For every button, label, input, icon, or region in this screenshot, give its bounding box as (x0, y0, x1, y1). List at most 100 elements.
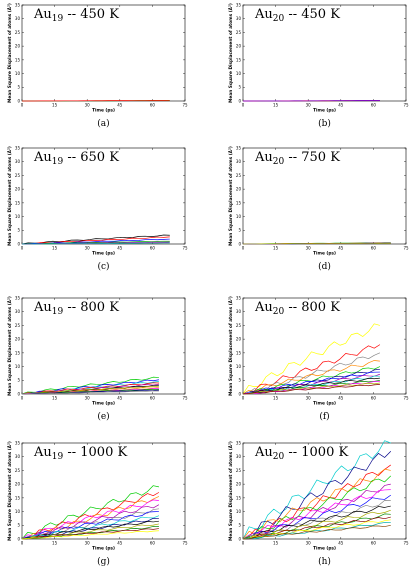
y-tick-label: 15 (15, 200, 21, 205)
x-tick-label: 15 (273, 103, 279, 108)
series-line (242, 384, 380, 395)
x-tick-label: 15 (52, 541, 58, 546)
y-tick-label: 25 (236, 323, 242, 328)
series-line (21, 240, 170, 245)
panel-title-temperature: -- 450 K (63, 7, 119, 22)
chart-panel: 0 5 10 15 20 25 30 35 0 15 30 45 60 75 Time (ps) Mean S… (6, 145, 188, 272)
y-tick-label: 30 (15, 159, 21, 164)
x-tick-label: 30 (85, 246, 91, 251)
panel-title-temperature: -- 800 K (284, 300, 340, 315)
panel-title-element: Au (254, 150, 273, 165)
y-tick-label: 20 (236, 44, 242, 49)
x-tick-label: 75 (403, 246, 409, 251)
panel-title-atoms: 20 (273, 307, 285, 317)
y-tick-label: 10 (236, 509, 242, 514)
series-line (21, 517, 159, 540)
panel-title-temperature: -- 750 K (284, 150, 340, 165)
plot-frame (242, 297, 407, 395)
x-axis-label: Time (ps) (313, 546, 336, 552)
plot-frame (242, 442, 407, 540)
y-tick-label: 30 (236, 454, 242, 459)
x-tick-label: 60 (150, 541, 156, 546)
x-axis-label: Time (ps) (313, 108, 336, 114)
y-tick-label: 0 (238, 241, 241, 246)
series-line (21, 492, 160, 540)
panel-title-temperature: -- 1000 K (284, 445, 348, 460)
y-tick-label: 0 (238, 98, 241, 103)
series-line (242, 468, 391, 540)
x-tick-label: 15 (273, 396, 279, 401)
y-tick-label: 25 (236, 173, 242, 178)
series-line (21, 499, 159, 540)
x-tick-label: 45 (117, 246, 123, 251)
series-line (242, 524, 391, 540)
series-line (21, 523, 159, 540)
y-tick-label: 15 (15, 57, 21, 62)
y-tick-label: 35 (236, 145, 242, 150)
series-line (21, 236, 170, 245)
panel-caption: (b) (318, 118, 331, 129)
series-line (21, 385, 159, 395)
panel-title: Au19 -- 450 K (33, 7, 119, 24)
x-axis-label: Time (ps) (92, 108, 115, 114)
panel-title-element: Au (33, 150, 52, 165)
panel-title-element: Au (254, 300, 273, 315)
y-tick-label: 20 (15, 187, 21, 192)
panel-title-temperature: -- 450 K (284, 7, 340, 22)
x-tick-label: 0 (21, 396, 24, 401)
y-tick-label: 25 (15, 468, 21, 473)
panel-title-element: Au (33, 300, 52, 315)
panel-title-element: Au (33, 7, 52, 22)
x-tick-label: 30 (306, 396, 312, 401)
x-tick-label: 60 (150, 396, 156, 401)
x-tick-label: 60 (150, 246, 156, 251)
chart-panel: 0 5 10 15 20 25 30 35 0 15 30 45 60 75 Time (ps) Mean S… (6, 440, 188, 567)
y-tick-label: 30 (15, 16, 21, 21)
panel-caption: (h) (318, 556, 331, 567)
x-tick-label: 30 (306, 103, 312, 108)
panel-title-atoms: 20 (273, 14, 285, 24)
panel-title-atoms: 20 (273, 452, 285, 462)
y-tick-label: 0 (238, 536, 241, 541)
series-line (21, 234, 170, 245)
x-tick-label: 75 (403, 396, 409, 401)
chart-panel: 0 5 10 15 20 25 30 35 0 15 30 45 60 75 Time (ps) Mean S… (227, 2, 409, 129)
x-tick-label: 75 (182, 246, 188, 251)
y-tick-label: 25 (15, 173, 21, 178)
series-line (242, 483, 391, 540)
series-line (242, 242, 391, 245)
panel-title-atoms: 19 (52, 14, 64, 24)
panel-caption: (d) (318, 261, 331, 272)
y-tick-label: 10 (236, 364, 242, 369)
series-line (21, 390, 159, 395)
y-axis-label: Mean Square Displacement of atoms (Å²) (6, 441, 13, 541)
panel-title: Au20 -- 450 K (254, 7, 340, 24)
x-tick-label: 0 (21, 246, 24, 251)
y-tick-label: 10 (15, 214, 21, 219)
x-tick-label: 75 (182, 541, 188, 546)
y-axis-label: Mean Square Displacement of atoms (Å²) (227, 441, 234, 541)
panel-title-atoms: 19 (52, 307, 64, 317)
x-tick-label: 30 (85, 396, 91, 401)
chart-panel: 0 5 10 15 20 25 30 35 0 15 30 45 60 75 Time (ps) Mean S… (6, 295, 188, 422)
x-tick-label: 45 (338, 541, 344, 546)
panel-title-element: Au (33, 445, 52, 460)
x-tick-label: 30 (85, 103, 91, 108)
y-tick-label: 30 (15, 454, 21, 459)
series-line (242, 516, 391, 540)
panel-title-element: Au (254, 7, 273, 22)
y-axis-label: Mean Square Displacement of atoms (Å²) (227, 296, 234, 396)
y-tick-label: 15 (15, 495, 21, 500)
y-tick-label: 15 (236, 200, 242, 205)
x-tick-label: 60 (371, 541, 377, 546)
series-line (242, 352, 381, 395)
y-tick-label: 30 (236, 309, 242, 314)
chart-panel: 0 5 10 15 20 25 30 35 0 15 30 45 60 75 Time (ps) Mean S… (227, 145, 409, 272)
series-line (242, 323, 381, 395)
y-tick-label: 10 (15, 509, 21, 514)
x-tick-label: 75 (182, 396, 188, 401)
panel-title-temperature: -- 800 K (63, 300, 119, 315)
x-tick-label: 0 (21, 541, 24, 546)
x-tick-label: 75 (182, 103, 188, 108)
